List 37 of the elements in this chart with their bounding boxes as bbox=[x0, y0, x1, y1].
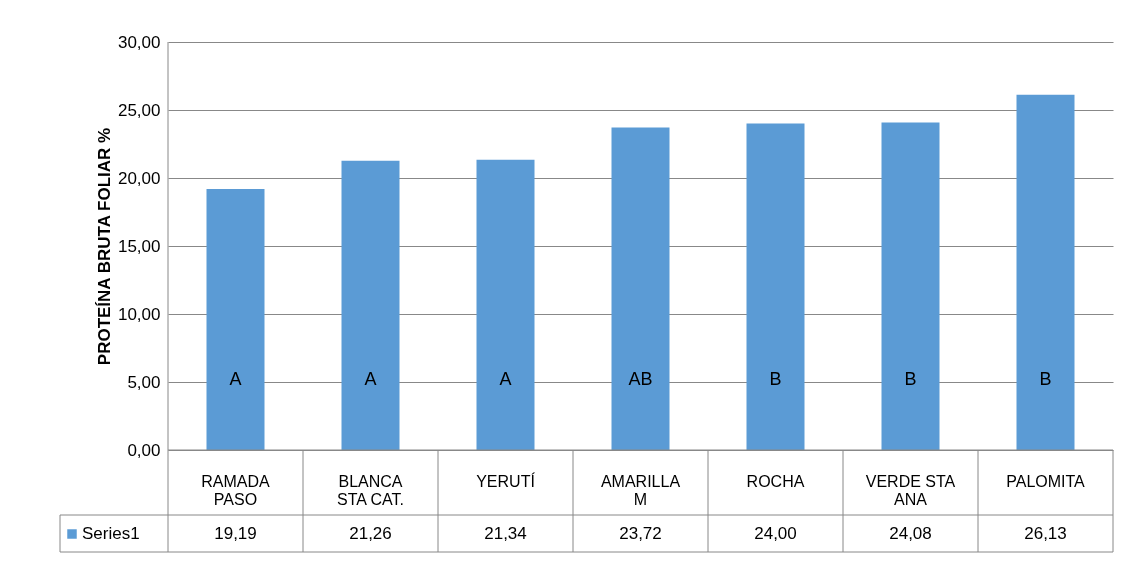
y-tick-label: 15,00 bbox=[117, 236, 161, 256]
x-tick-label: VERDE STA ANA bbox=[865, 473, 956, 508]
y-tick-label: 0,00 bbox=[127, 440, 161, 460]
x-tick-label: AMARILLA M bbox=[600, 473, 681, 508]
data-label: 19,19 bbox=[214, 524, 257, 543]
bar bbox=[341, 160, 400, 450]
data-label: 24,00 bbox=[754, 524, 797, 543]
annotation: A bbox=[229, 369, 242, 389]
annotation: B bbox=[1039, 369, 1052, 389]
annotation: A bbox=[364, 369, 377, 389]
y-tick-label: 30,00 bbox=[117, 32, 161, 52]
annotation: A bbox=[499, 369, 512, 389]
annotation: B bbox=[769, 369, 782, 389]
bar bbox=[611, 127, 670, 450]
x-tick-label: RAMADA PASO bbox=[201, 473, 271, 508]
data-label: 24,08 bbox=[889, 524, 932, 543]
x-tick-label: BLANCA STA CAT. bbox=[337, 473, 404, 508]
x-tick-label: YERUTÍ bbox=[476, 472, 536, 490]
bar bbox=[746, 123, 805, 450]
data-label: 23,72 bbox=[619, 524, 662, 543]
annotation: AB bbox=[628, 369, 653, 389]
legend-label: Series1 bbox=[82, 524, 140, 543]
y-tick-label: 5,00 bbox=[127, 372, 161, 392]
y-tick-label: 25,00 bbox=[117, 100, 161, 120]
data-label: 26,13 bbox=[1024, 524, 1067, 543]
y-tick-label: 20,00 bbox=[117, 168, 161, 188]
x-tick-label: ROCHA bbox=[746, 473, 805, 490]
y-tick-label: 10,00 bbox=[117, 304, 161, 324]
data-label: 21,34 bbox=[484, 524, 527, 543]
bar bbox=[206, 189, 265, 450]
annotation: B bbox=[904, 369, 917, 389]
bar bbox=[476, 159, 535, 450]
bar bbox=[1016, 94, 1075, 450]
y-axis-title: PROTEÍNA BRUTA FOLIAR % bbox=[94, 127, 114, 366]
x-tick-label: PALOMITA bbox=[1006, 473, 1086, 490]
data-label: 21,26 bbox=[349, 524, 392, 543]
bar bbox=[881, 122, 940, 450]
